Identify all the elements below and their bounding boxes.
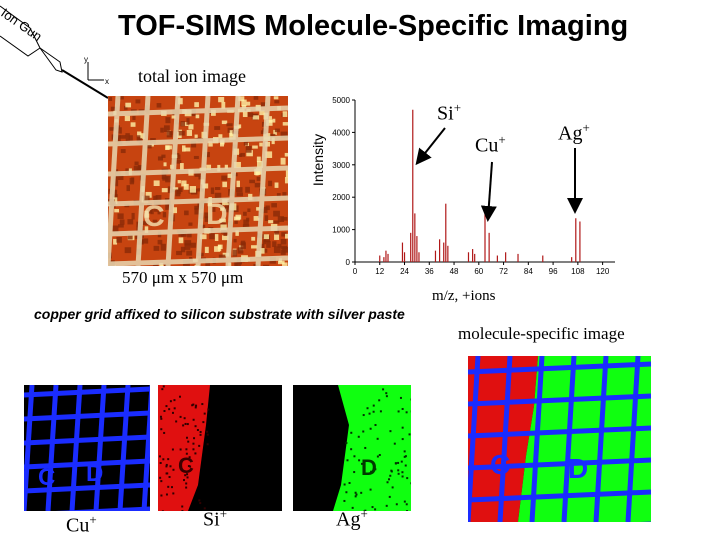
- x-tick-label: 120: [596, 267, 610, 276]
- y-tick-label: 2000: [332, 193, 350, 202]
- si-ion-image: C: [158, 385, 282, 511]
- image-size-caption: 570 μm x 570 μm: [122, 268, 244, 287]
- x-tick-label: 84: [524, 267, 533, 276]
- slide-title: TOF-SIMS Molecule-Specific Imaging: [118, 10, 629, 42]
- y-tick-label: 3000: [332, 161, 350, 170]
- x-tick-label: 0: [353, 267, 358, 276]
- svg-text:C: C: [143, 200, 165, 233]
- axes-icon: y x: [84, 55, 109, 86]
- x-tick-label: 36: [425, 267, 434, 276]
- total-ion-image-label: total ion image: [138, 66, 246, 86]
- molecule-specific-image: C D: [468, 356, 651, 522]
- x-tick-label: 60: [474, 267, 483, 276]
- arrow-cu: [480, 161, 497, 222]
- y-tick-label: 0: [346, 258, 351, 267]
- x-tick-label: 48: [450, 267, 459, 276]
- svg-text:D: D: [206, 198, 228, 231]
- svg-text:C: C: [178, 453, 194, 478]
- svg-text:C: C: [38, 464, 55, 491]
- cu-panel-label: Cu+: [66, 512, 97, 537]
- mass-spectrum-chart: Intensity 0 1000 2000 3000 4000 5000 0 12 24 36 4…: [310, 96, 615, 276]
- annotation-si: Si+: [437, 100, 462, 125]
- axis-y-label: y: [84, 55, 88, 64]
- axis-x-label: x: [105, 77, 109, 86]
- annotation-arrows: [415, 127, 583, 222]
- x-tick-label: 24: [400, 267, 409, 276]
- si-panel-label: Si+: [203, 506, 228, 531]
- grid-caption: copper grid affixed to silicon substrate…: [34, 306, 405, 322]
- molecule-specific-label: molecule-specific image: [458, 324, 625, 343]
- x-tick-label: 12: [375, 267, 384, 276]
- svg-text:D: D: [86, 460, 103, 487]
- y-axis-label: Intensity: [310, 134, 326, 186]
- svg-text:C: C: [490, 449, 510, 480]
- ion-gun-diagram: Ion Gun y x: [0, 5, 109, 99]
- x-tick-label: 108: [571, 267, 585, 276]
- y-tick-label: 1000: [332, 226, 350, 235]
- cu-ion-image: C D: [24, 385, 150, 511]
- arrow-si: [415, 127, 446, 166]
- x-tick-label: 96: [549, 267, 558, 276]
- annotation-ag: Ag+: [558, 120, 590, 145]
- x-axis-label: m/z, +ions: [432, 288, 496, 304]
- ion-gun-label: Ion Gun: [0, 5, 45, 44]
- x-tick-label: 72: [499, 267, 508, 276]
- ag-ion-image: D: [293, 385, 411, 511]
- svg-text:D: D: [568, 453, 588, 484]
- ag-panel-label: Ag+: [336, 506, 368, 531]
- y-tick-label: 4000: [332, 128, 350, 137]
- y-tick-label: 5000: [332, 96, 350, 105]
- ion-gun-icon: [0, 5, 109, 99]
- total-ion-image: C D: [108, 96, 288, 266]
- annotation-cu: Cu+: [475, 132, 506, 157]
- svg-text:D: D: [361, 455, 377, 480]
